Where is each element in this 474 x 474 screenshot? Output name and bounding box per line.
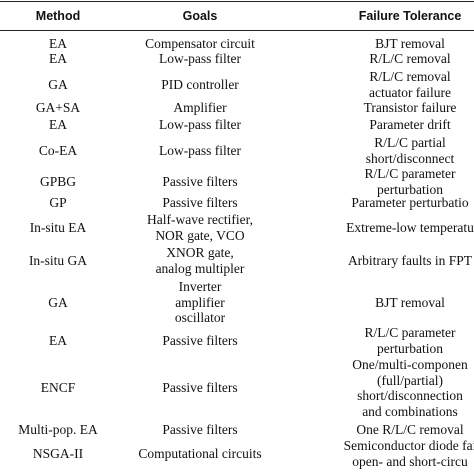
method-cell: GPBG	[39, 173, 77, 189]
method-cell: EA	[49, 117, 67, 132]
method-cell: In-situ GA	[28, 252, 88, 268]
tolerance-cell: BJT removal	[375, 36, 445, 51]
tolerance-cell: Parameter drift	[369, 117, 451, 132]
tolerance-cell: R/L/C removal	[369, 51, 451, 66]
goals-cell: Low-pass filter	[158, 51, 242, 66]
goals-cell: Inverter	[178, 279, 222, 294]
goals-cell: Amplifier	[173, 100, 227, 115]
goals-cell: oscillator	[174, 310, 226, 325]
method-cell: GA	[48, 294, 68, 310]
tolerance-cell: Extreme-low temperatu	[346, 219, 474, 235]
tolerance-cell: BJT removal	[375, 294, 445, 310]
goals-cell: Half-wave rectifier,	[147, 212, 253, 227]
tolerance-cell: R/L/C parameter	[364, 166, 456, 181]
method-cell: EA	[49, 332, 67, 348]
method-cell: In-situ EA	[29, 219, 87, 235]
goals-cell: Passive filters	[162, 332, 238, 348]
tolerance-cell: One R/L/C removal	[356, 422, 464, 437]
method-cell: GP	[49, 195, 67, 210]
tolerance-cell: Arbitrary faults in FPT	[347, 252, 473, 268]
goals-cell: Passive filters	[162, 195, 238, 210]
goals-cell: amplifier	[175, 294, 225, 310]
tolerance-cell: actuator failure	[368, 84, 452, 100]
tolerance-cell: perturbation	[377, 340, 443, 356]
tolerance-cell: (full/partial)	[377, 372, 443, 388]
tolerance-cell: short/disconnection	[357, 388, 463, 403]
method-cell: GA+SA	[35, 100, 81, 115]
tolerance-cell: R/L/C removal	[369, 69, 451, 84]
tolerance-cell: Parameter perturbatio	[351, 195, 469, 210]
method-cell: Multi-pop. EA	[18, 422, 98, 437]
column-header: Method	[35, 9, 81, 23]
goals-cell: PID controller	[161, 76, 239, 92]
column-header: Goals	[182, 9, 218, 23]
tolerance-cell: Transistor failure	[363, 100, 457, 115]
goals-cell: Passive filters	[162, 380, 238, 396]
tolerance-cell: One/multi-componen	[352, 357, 468, 372]
tolerance-cell: R/L/C partial	[374, 135, 446, 150]
goals-cell: Low-pass filter	[158, 117, 242, 132]
method-cell: ENCF	[40, 380, 76, 396]
tolerance-cell: short/disconnect	[365, 150, 455, 166]
goals-cell: Computational circuits	[138, 445, 262, 461]
goals-cell: XNOR gate,	[166, 245, 234, 260]
method-cell: Co-EA	[38, 142, 78, 158]
header-rule	[0, 30, 474, 31]
tolerance-cell: R/L/C parameter	[364, 325, 456, 340]
method-cell: EA	[49, 36, 67, 51]
goals-cell: Passive filters	[162, 173, 238, 189]
goals-cell: NOR gate, VCO	[155, 227, 245, 243]
goals-cell: Low-pass filter	[158, 142, 242, 158]
goals-cell: Compensator circuit	[145, 36, 255, 51]
goals-cell: analog multipler	[155, 260, 245, 276]
tolerance-cell: perturbation	[377, 181, 443, 197]
goals-cell: Passive filters	[162, 422, 238, 437]
method-cell: NSGA-II	[32, 445, 84, 461]
tolerance-cell: Semiconductor diode fai	[343, 438, 474, 453]
method-cell: EA	[49, 51, 67, 66]
top-rule	[0, 1, 474, 2]
method-cell: GA	[48, 76, 68, 92]
column-header: Failure Tolerance	[358, 9, 462, 23]
tolerance-cell: open- and short-circu	[352, 453, 468, 469]
tolerance-cell: and combinations	[362, 403, 458, 419]
